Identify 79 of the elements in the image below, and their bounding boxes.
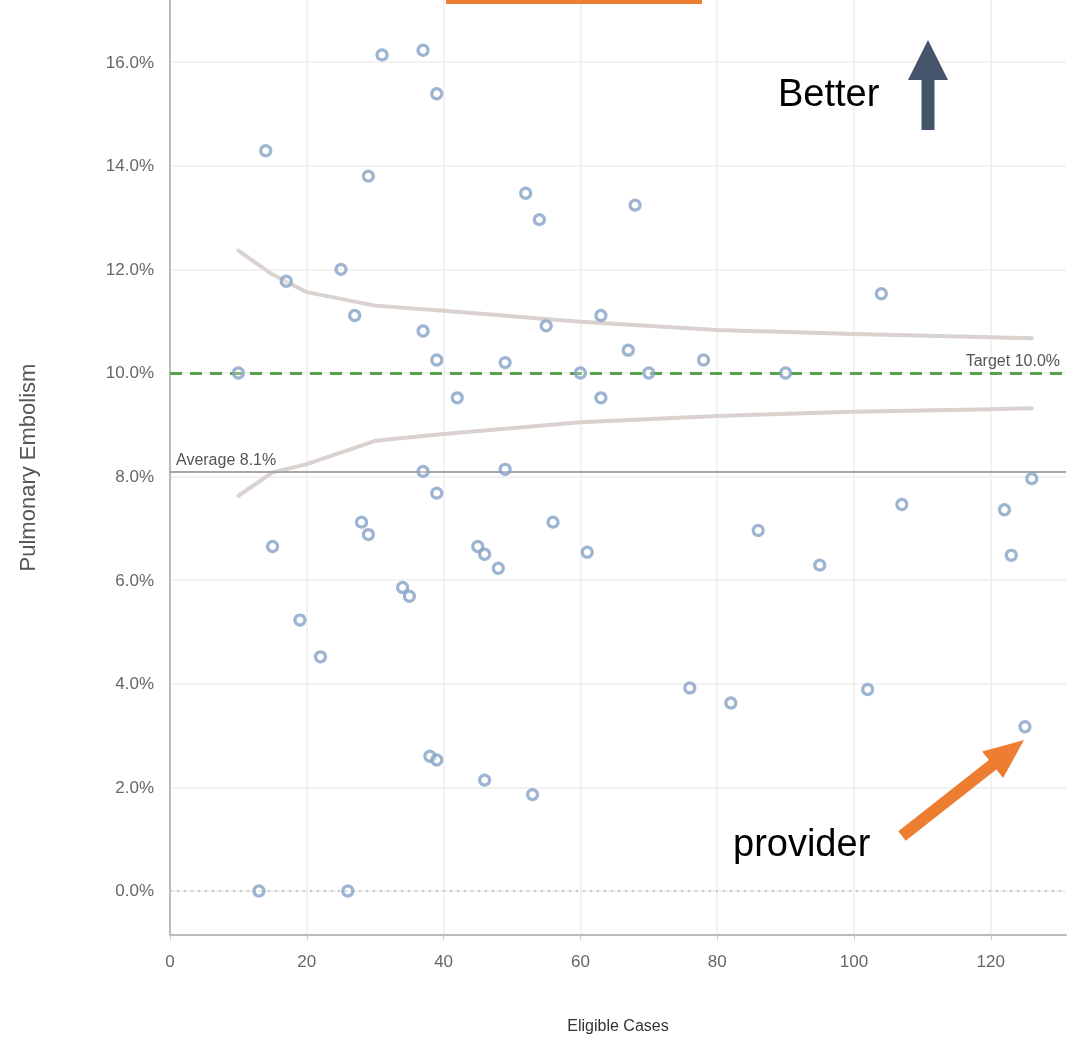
point [546, 515, 560, 529]
point [532, 213, 546, 227]
point [334, 262, 348, 276]
point [430, 87, 444, 101]
point [416, 464, 430, 478]
line-series [236, 406, 1034, 498]
point [252, 884, 266, 898]
point [813, 558, 827, 572]
annotation: provider [733, 822, 871, 865]
y-tick-label: 16.0% [105, 52, 154, 72]
point [402, 589, 416, 603]
point [539, 319, 553, 333]
y-tick-label: 6.0% [115, 570, 154, 590]
y-tick-label: 12.0% [105, 259, 154, 279]
point [594, 308, 608, 323]
point [231, 366, 245, 380]
point [580, 545, 594, 559]
point [1018, 720, 1032, 734]
y-axis-title: Pulmonary Embolism [14, 363, 40, 572]
line-series [236, 248, 1034, 341]
point [696, 353, 711, 367]
x-tick-label: 80 [707, 952, 727, 971]
x-tick-label: 60 [570, 952, 590, 971]
x-tick-label: 40 [434, 952, 454, 971]
point [348, 308, 362, 323]
point [430, 486, 444, 500]
point [416, 324, 430, 338]
point [1025, 472, 1039, 486]
point [375, 48, 389, 62]
y-tick-label: 0.0% [115, 881, 154, 901]
point [430, 353, 444, 367]
point [471, 539, 485, 554]
point [279, 274, 293, 288]
point [1004, 548, 1018, 562]
point [997, 503, 1012, 517]
point [778, 366, 793, 380]
y-tick-label: 4.0% [115, 674, 154, 694]
point [259, 144, 273, 158]
point [416, 43, 430, 57]
point [628, 198, 642, 212]
point [874, 287, 888, 301]
point [450, 391, 464, 405]
point [498, 462, 512, 476]
annotation: Better [778, 72, 880, 115]
point [683, 681, 697, 695]
point [354, 515, 369, 529]
point [361, 169, 375, 183]
point [361, 527, 375, 542]
point [642, 366, 656, 380]
x-tick-label: 100 [839, 952, 869, 971]
x-tick-label: 20 [297, 952, 317, 971]
point [895, 497, 909, 512]
x-tick-label: 120 [976, 952, 1005, 971]
point [395, 580, 410, 595]
point [430, 753, 444, 767]
y-tick-label: 2.0% [115, 777, 154, 797]
y-tick-label: 8.0% [115, 467, 154, 487]
point [266, 539, 280, 554]
point [313, 650, 328, 664]
point [341, 884, 355, 898]
point [724, 696, 738, 710]
point [751, 523, 765, 538]
point [478, 773, 492, 787]
point [519, 186, 533, 200]
y-tick-label: 10.0% [105, 363, 154, 383]
x-axis-title: Eligible Cases [567, 1016, 669, 1034]
point [498, 356, 512, 370]
point [573, 366, 587, 380]
ref-line-label: Average 8.1% [176, 450, 277, 468]
point [293, 613, 307, 627]
point [621, 343, 635, 357]
point [525, 788, 540, 802]
point [491, 561, 505, 575]
point [478, 547, 492, 561]
x-tick-label: 0 [165, 952, 175, 971]
point [861, 682, 875, 697]
ref-line-label: Target 10.0% [965, 352, 1060, 370]
point [594, 391, 608, 405]
y-tick-label: 14.0% [105, 156, 154, 176]
